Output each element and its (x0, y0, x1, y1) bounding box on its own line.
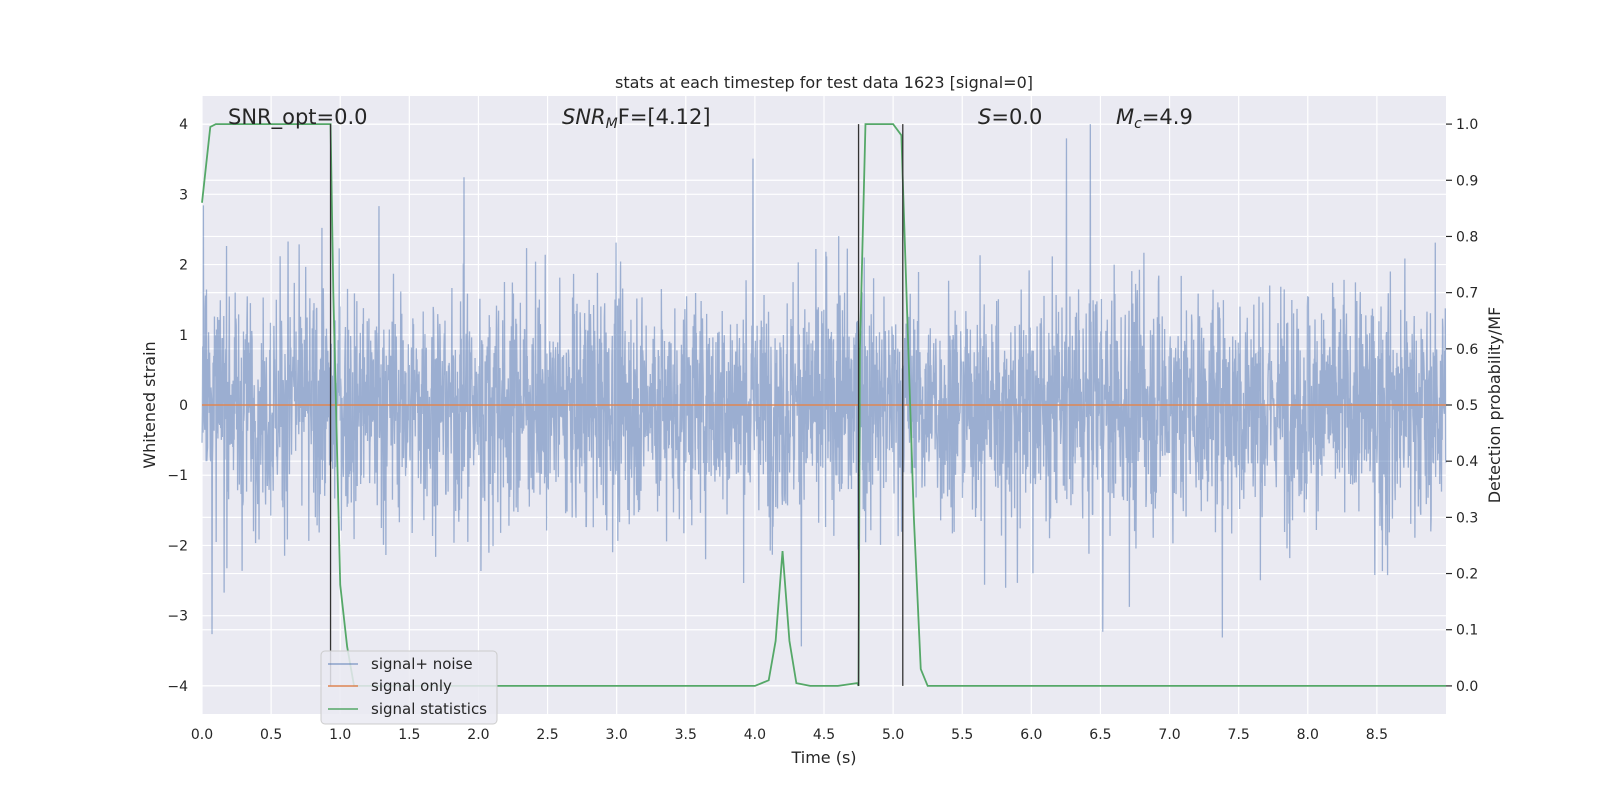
x-tick-label: 4.0 (744, 727, 766, 743)
annotation-mc-sub: c (1134, 116, 1142, 132)
annotation-s-label: S (978, 105, 991, 129)
y-tick-label: −4 (167, 679, 188, 695)
y-tick-label: 1 (179, 328, 188, 344)
y-tick-label: 4 (179, 117, 188, 133)
y2-tick-label: 0.3 (1456, 510, 1478, 526)
x-axis-ticks: 0.0 0.5 1.0 1.5 2.0 2.5 3.0 3.5 4.0 4.5 5.0 5.5 6.0 6… (191, 727, 1388, 743)
annotation-s-value: =0.0 (991, 105, 1042, 129)
y2-tick-label: 0.9 (1456, 173, 1478, 189)
y-tick-label: −2 (167, 538, 188, 554)
chart-title: stats at each timestep for test data 162… (615, 73, 1033, 92)
x-tick-label: 8.5 (1366, 727, 1388, 743)
annotation-mc-label: M (1116, 105, 1134, 129)
y2-tick-label: 0.4 (1456, 454, 1478, 470)
x-tick-label: 2.0 (467, 727, 489, 743)
vertical-markers (329, 124, 904, 686)
annotation-snr-mf-sub: M (606, 116, 618, 132)
series-signal-statistics (201, 123, 1446, 687)
legend-box (320, 650, 498, 725)
x-tick-label: 5.0 (882, 727, 904, 743)
x-tick-label: 4.5 (813, 727, 835, 743)
x-tick-label: 7.5 (1228, 727, 1250, 743)
legend-label-signal-statistics: signal statistics (371, 700, 487, 718)
y2-tick-label: 0.8 (1456, 229, 1478, 245)
y2-tick-label: 1.0 (1456, 117, 1478, 133)
annotation-mc: Mc=4.9 (1116, 105, 1193, 132)
x-tick-label: 0.0 (191, 727, 213, 743)
y-axis-ticks: −4 −3 −2 −1 0 1 2 3 4 (167, 117, 188, 695)
y2-tick-label: 0.1 (1456, 623, 1478, 639)
x-tick-label: 3.0 (606, 727, 628, 743)
series-layer (201, 123, 1447, 687)
y2-tick-label: 0.5 (1456, 398, 1478, 414)
x-tick-label: 0.5 (260, 727, 282, 743)
x-tick-label: 6.5 (1089, 727, 1111, 743)
y2-tick-label: 0.2 (1456, 567, 1478, 583)
x-tick-label: 1.0 (329, 727, 351, 743)
x-tick-label: 3.5 (675, 727, 697, 743)
y-tick-label: −1 (167, 468, 188, 484)
x-axis-label: Time (s) (790, 748, 856, 767)
annotation-snr-mf-suffix: F=[4.12] (618, 105, 711, 129)
legend-label-signal-only: signal only (371, 677, 452, 695)
y-tick-label: 2 (179, 258, 188, 274)
legend: signal+ noise signal only signal statist… (320, 650, 498, 725)
y2-axis-ticks: 0.0 0.1 0.2 0.3 0.4 0.5 0.6 0.7 0.8 0.9 1.0 (1446, 117, 1478, 695)
x-tick-label: 5.5 (951, 727, 973, 743)
x-tick-label: 7.0 (1158, 727, 1180, 743)
y-tick-label: 0 (179, 398, 188, 414)
x-tick-label: 8.0 (1297, 727, 1319, 743)
y-tick-label: −3 (167, 609, 188, 625)
x-tick-label: 1.5 (398, 727, 420, 743)
annotation-snr-mf-prefix: SNR (562, 105, 606, 129)
annotation-snr-mf: SNRMF=[4.12] (562, 105, 711, 132)
y-tick-label: 3 (179, 187, 188, 203)
annotation-s: S=0.0 (978, 105, 1042, 129)
x-tick-label: 2.5 (536, 727, 558, 743)
y2-tick-label: 0.6 (1456, 342, 1478, 358)
annotation-snr-opt: SNR_opt=0.0 (228, 105, 368, 130)
y2-axis-label: Detection probability/MF (1485, 307, 1504, 504)
y2-tick-label: 0.7 (1456, 286, 1478, 302)
series-signal-noise (201, 124, 1447, 647)
x-tick-label: 6.0 (1020, 727, 1042, 743)
y-axis-label: Whitened strain (140, 341, 159, 468)
annotation-mc-value: =4.9 (1142, 105, 1193, 129)
y2-tick-label: 0.0 (1456, 679, 1478, 695)
legend-label-signal-noise: signal+ noise (371, 655, 473, 673)
